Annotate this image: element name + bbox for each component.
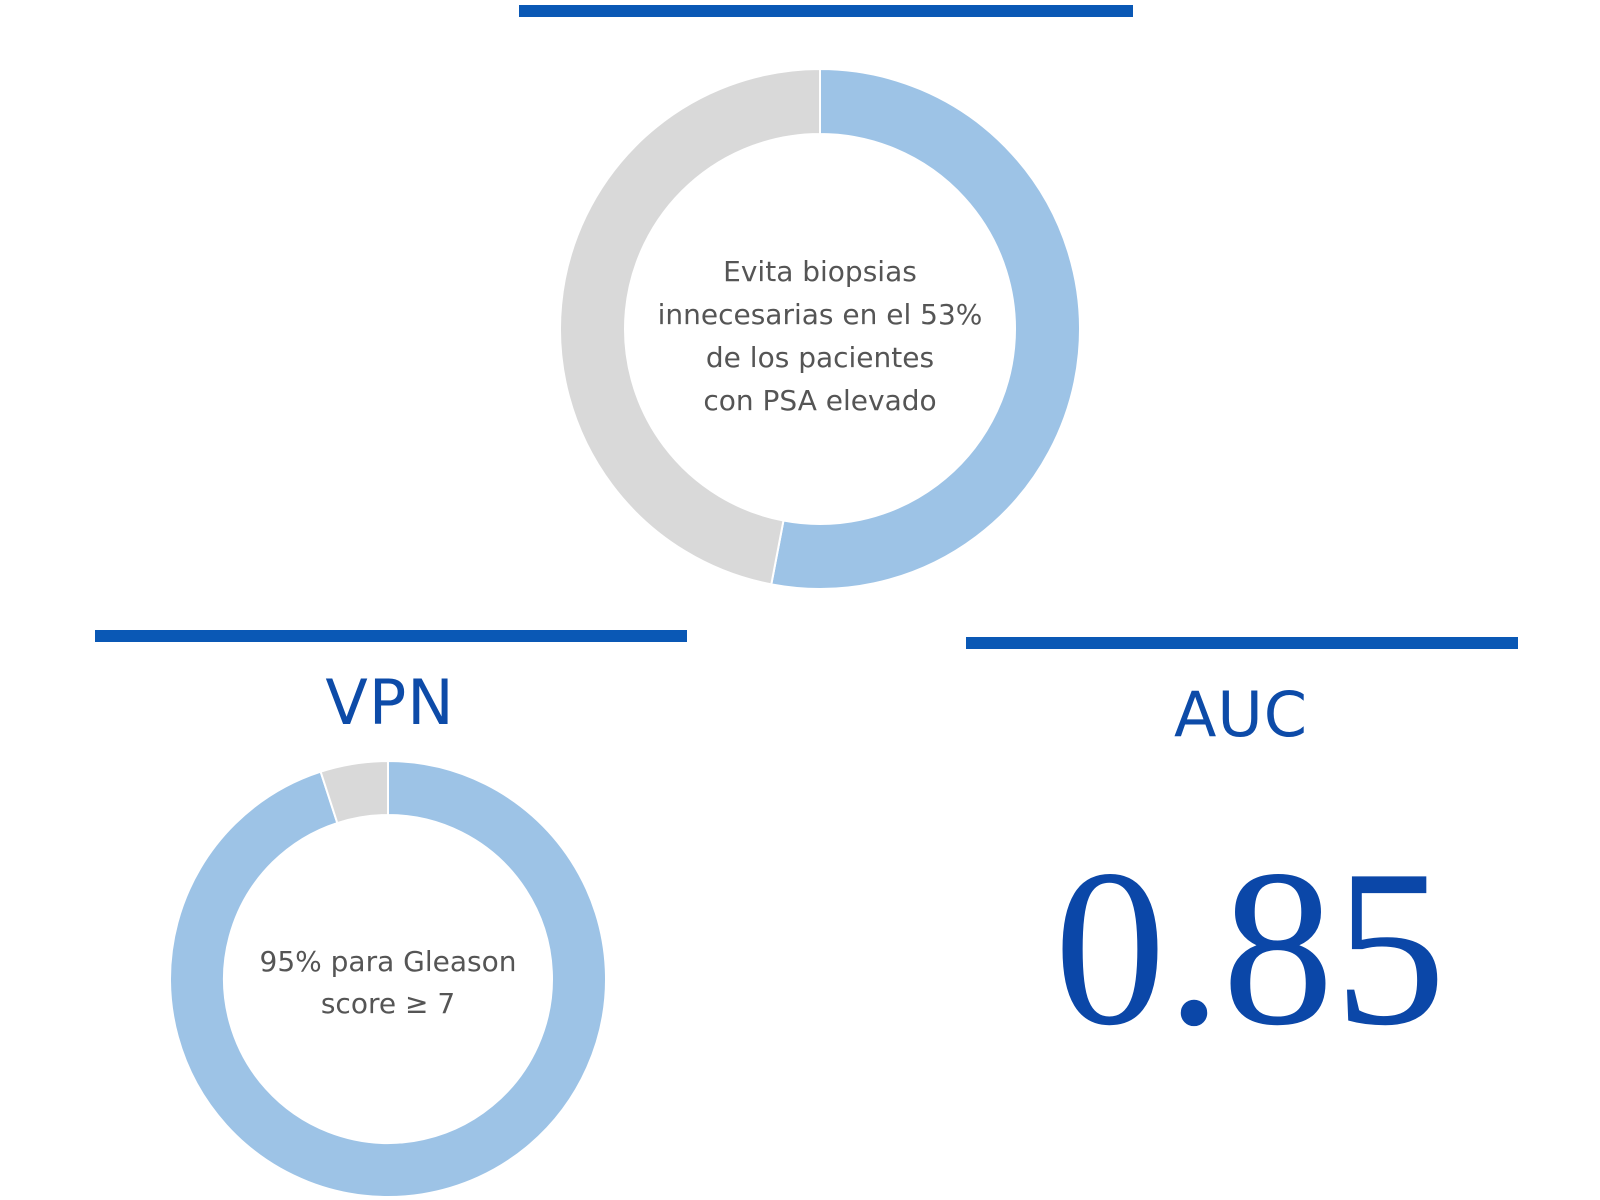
vpn-slice-0 xyxy=(169,759,607,1198)
vpn-title: VPN xyxy=(325,666,455,739)
biopsy-donut-chart xyxy=(559,67,1081,590)
biopsy-slice-0 xyxy=(770,67,1081,590)
vpn-label-line: 95% para Gleason xyxy=(259,945,517,978)
vpn-label-line: score ≥ 7 xyxy=(320,987,456,1020)
biopsy-label-line: con PSA elevado xyxy=(703,384,937,417)
biopsy-label-line: innecesarias en el 53% xyxy=(657,298,983,331)
biopsy-donut-label: Evita biopsias innecesarias en el 53% de… xyxy=(640,250,1000,422)
biopsy-label-line: de los pacientes xyxy=(705,341,935,374)
biopsy-slice-1 xyxy=(559,67,821,586)
auc-title: AUC xyxy=(1173,678,1309,751)
vpn-donut-chart xyxy=(169,759,607,1198)
vpn-divider xyxy=(95,630,687,642)
top-divider xyxy=(519,5,1133,17)
biopsy-label-line: Evita biopsias xyxy=(723,255,917,288)
auc-divider xyxy=(966,637,1518,649)
auc-value: 0.85 xyxy=(1054,824,1446,1072)
vpn-donut-label: 95% para Gleason score ≥ 7 xyxy=(238,941,538,1025)
vpn-slice-1 xyxy=(319,759,389,825)
